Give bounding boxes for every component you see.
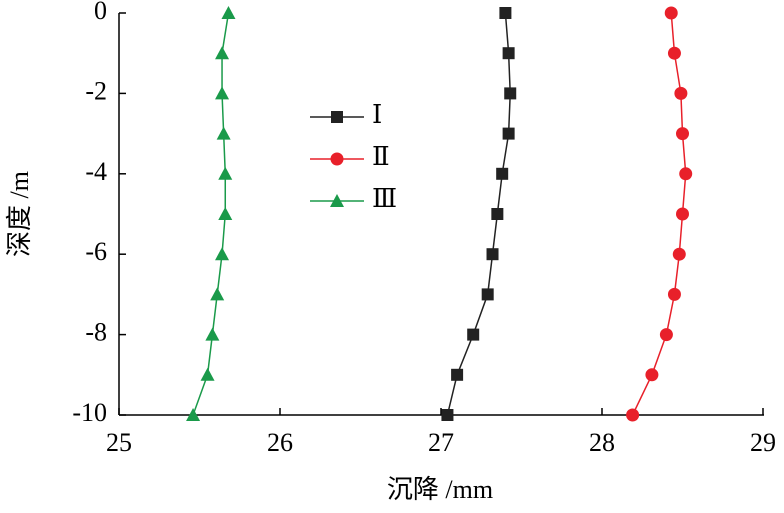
y-tick-label: 0 [94, 0, 107, 25]
x-tick-label: 28 [589, 428, 615, 457]
marker [496, 167, 509, 180]
marker [210, 287, 225, 301]
marker [467, 328, 480, 341]
y-tick-label: -4 [85, 157, 107, 186]
marker [626, 408, 640, 422]
legend-label: Ⅱ [372, 142, 390, 171]
y-axis-label: 深度 /m [5, 171, 34, 257]
x-axis-label: 沉降 /mm [387, 475, 493, 504]
legend-marker [330, 194, 344, 207]
marker [215, 247, 230, 261]
marker [491, 208, 504, 220]
marker [676, 207, 689, 221]
marker [205, 327, 220, 341]
marker [659, 328, 673, 342]
marker [218, 207, 233, 220]
y-tick-label: -10 [72, 398, 107, 427]
y-tick-label: -2 [85, 76, 107, 105]
marker [502, 127, 515, 140]
marker [667, 46, 681, 60]
marker [216, 126, 231, 140]
marker [672, 247, 686, 261]
marker [186, 408, 201, 421]
marker [679, 167, 693, 181]
x-tick-label: 26 [267, 428, 293, 457]
legend-label: Ⅲ [372, 184, 397, 213]
legend-marker [331, 111, 343, 123]
legend-marker [330, 152, 344, 166]
x-tick-label: 25 [106, 428, 132, 457]
y-tick-label: -6 [85, 237, 107, 266]
marker [451, 368, 464, 381]
marker [486, 248, 499, 261]
marker [664, 6, 678, 20]
marker [502, 47, 515, 60]
x-tick-label: 27 [428, 428, 454, 457]
marker [441, 409, 454, 421]
marker [215, 86, 230, 100]
marker [481, 288, 494, 301]
marker [499, 7, 512, 19]
marker [504, 87, 517, 100]
marker [676, 127, 689, 141]
x-tick-label: 29 [750, 428, 776, 457]
marker [667, 287, 681, 301]
marker [221, 6, 236, 19]
marker [215, 46, 230, 60]
legend-label: Ⅰ [372, 100, 382, 129]
y-tick-label: -8 [85, 318, 107, 347]
marker [200, 367, 215, 381]
marker [645, 368, 659, 382]
marker [218, 166, 233, 180]
marker [674, 86, 688, 100]
